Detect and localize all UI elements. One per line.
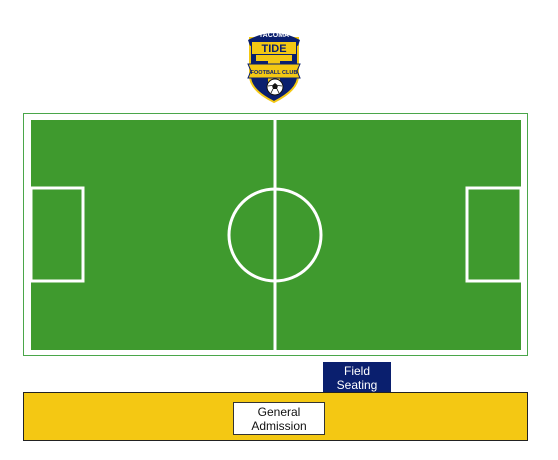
field-seating-label-line1: Field	[343, 364, 370, 378]
left-penalty-box	[31, 186, 85, 283]
general-admission-label-line2: Admission	[251, 419, 307, 433]
field-seating-label-line2: Seating	[336, 378, 378, 392]
club-logo: TACOMA TIDE FOOTBALL CLUB	[247, 32, 301, 104]
field-seating-section[interactable]: Field Seating	[323, 362, 391, 392]
logo-main-text: TIDE	[261, 43, 286, 55]
right-penalty-box	[465, 186, 521, 283]
soccer-pitch	[31, 120, 521, 350]
logo-banner-text: FOOTBALL CLUB	[251, 70, 298, 76]
center-circle	[227, 187, 323, 283]
logo-top-text: TACOMA	[259, 32, 289, 39]
general-admission-label-line1: General	[257, 405, 301, 419]
general-admission-label[interactable]: General Admission	[233, 402, 325, 435]
